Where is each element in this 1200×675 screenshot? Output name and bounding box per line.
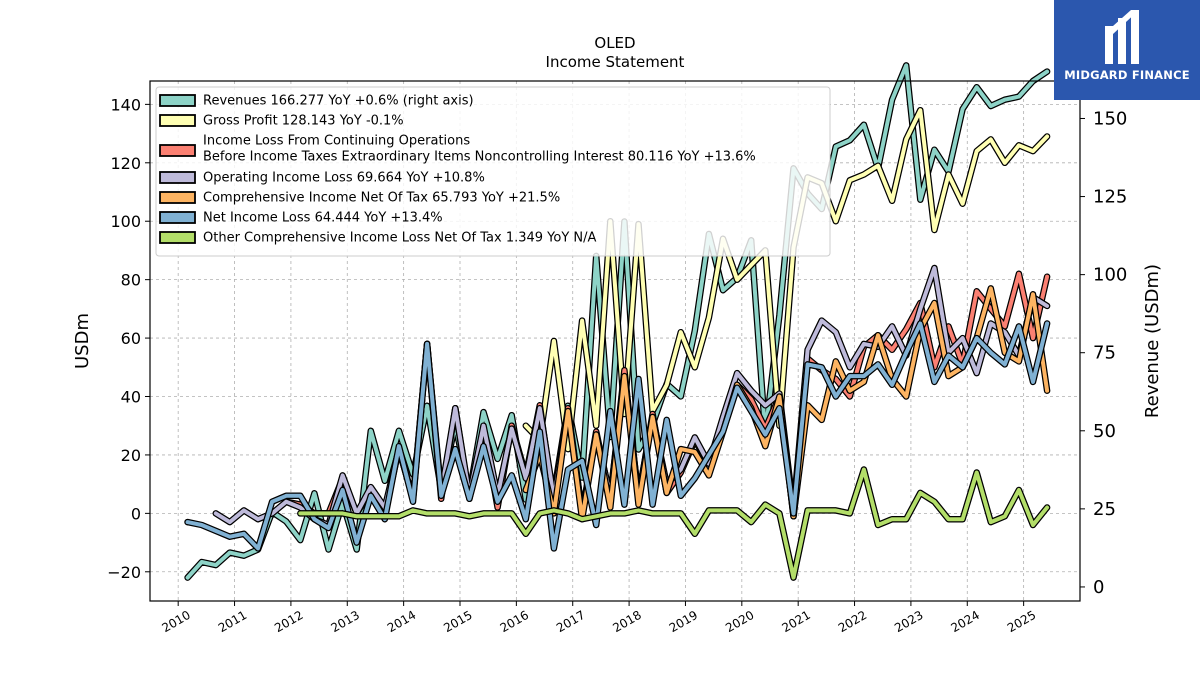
brand-logo: MIDGARD FINANCE: [1054, 0, 1200, 100]
logo-mark-icon: [1105, 10, 1139, 64]
y-tick-label: 20: [121, 446, 141, 465]
x-tick-label: 2017: [554, 608, 587, 635]
y2-axis-label: Revenue (USDm): [1142, 264, 1163, 418]
y2-tick-label: 100: [1093, 265, 1127, 286]
legend-label: Other Comprehensive Income Loss Net Of T…: [203, 231, 597, 246]
x-tick-label: 2020: [723, 608, 756, 635]
legend-swatch: [159, 171, 196, 184]
legend-swatch: [159, 114, 196, 127]
legend-label: Income Loss From Continuing Operations Be…: [203, 134, 756, 165]
x-tick-label: 2012: [272, 608, 305, 635]
legend-swatch: [159, 191, 196, 204]
x-tick-label: 2024: [949, 608, 982, 635]
x-tick-label: 2011: [216, 608, 249, 635]
series-lines: [184, 62, 1051, 581]
legend-label: Gross Profit 128.143 YoY -0.1%: [203, 114, 404, 129]
chart-subtitle: Income Statement: [546, 53, 685, 71]
x-axis: 2010 2011 2012 2013 2014 2015 2016 2017 2018 2019…: [159, 601, 1038, 635]
legend: Revenues 166.277 YoY +0.6% (right axis) G…: [155, 86, 831, 257]
x-tick-label: 2019: [667, 608, 700, 635]
series-6: [297, 466, 1051, 581]
x-tick-label: 2010: [159, 608, 192, 635]
legend-swatch: [159, 231, 196, 244]
legend-box: [155, 86, 831, 257]
x-tick-label: 2015: [441, 608, 474, 635]
y2-tick-label: 0: [1093, 577, 1104, 598]
y-tick-label: −20: [107, 563, 141, 582]
y2-tick-label: 25: [1093, 499, 1116, 520]
y-axis-label: USDm: [72, 313, 93, 369]
y-tick-label: 100: [110, 212, 141, 231]
y-tick-label: 80: [121, 271, 141, 290]
y-axis-right: 0 25 50 75 100 125 150: [1080, 108, 1127, 598]
y-tick-label: 120: [110, 154, 141, 173]
legend-label: Comprehensive Income Net Of Tax 65.793 Y…: [203, 191, 560, 206]
y-tick-label: 60: [121, 329, 141, 348]
x-tick-label: 2021: [779, 608, 812, 635]
y-tick-label: 0: [131, 504, 141, 523]
legend-label: Operating Income Loss 69.664 YoY +10.8%: [203, 171, 485, 186]
y2-tick-label: 75: [1093, 343, 1116, 364]
series-5: [184, 320, 1051, 552]
chart-title: OLED: [594, 34, 635, 52]
series-line: [185, 321, 1050, 551]
legend-label: Net Income Loss 64.444 YoY +13.4%: [203, 211, 443, 226]
y2-tick-label: 50: [1093, 421, 1116, 442]
y2-tick-label: 150: [1093, 108, 1127, 129]
x-tick-label: 2018: [610, 608, 643, 635]
y-axis-left: −20 0 20 40 60 80 100 120 140: [107, 95, 150, 582]
x-tick-label: 2014: [385, 608, 418, 635]
legend-label: Revenues 166.277 YoY +0.6% (right axis): [203, 94, 474, 109]
x-tick-label: 2016: [498, 608, 531, 635]
y-tick-label: 140: [110, 95, 141, 114]
brand-logo-text: MIDGARD FINANCE: [1064, 68, 1190, 82]
series-line: [298, 467, 1050, 580]
legend-swatch: [159, 211, 196, 224]
plot-frame: [149, 80, 1081, 602]
legend-swatch: [159, 94, 196, 107]
x-tick-label: 2025: [1005, 608, 1038, 635]
y2-tick-label: 125: [1093, 187, 1127, 208]
y-tick-label: 40: [121, 388, 141, 407]
x-tick-label: 2022: [836, 608, 869, 635]
x-tick-label: 2023: [892, 608, 925, 635]
legend-swatch: [159, 144, 196, 157]
x-tick-label: 2013: [329, 608, 362, 635]
